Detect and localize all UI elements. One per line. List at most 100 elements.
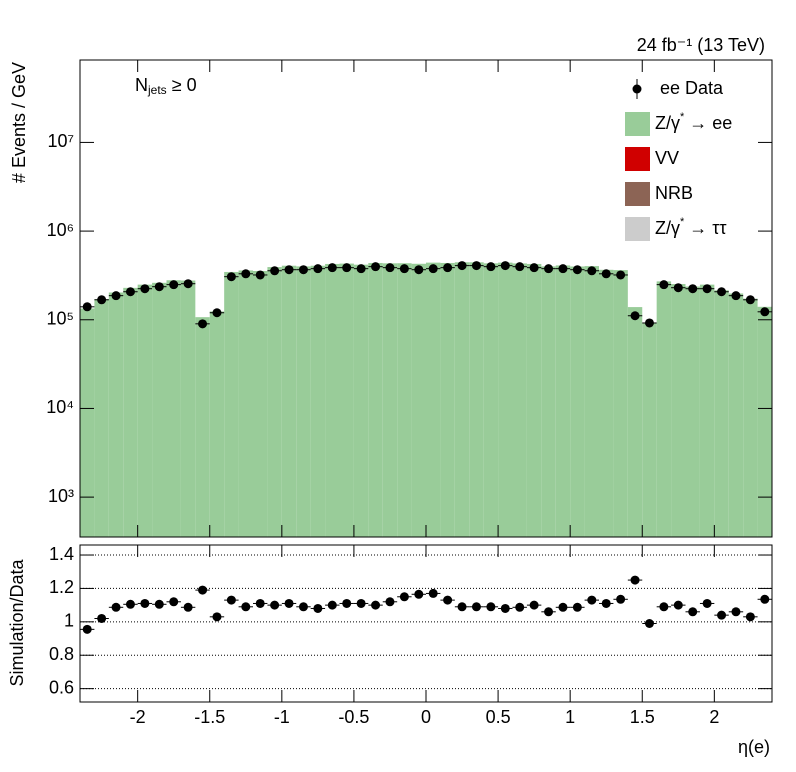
data-point [414,589,424,599]
data-point [587,266,597,276]
data-point [313,603,323,613]
data-point [515,262,525,272]
lumi-label: 24 fb⁻¹ (13 TeV) [637,35,765,55]
legend-label: NRB [655,183,693,203]
histogram-bar [757,306,772,537]
histogram-bar [512,263,527,537]
x-tick-label: 1 [565,707,575,727]
histogram-bar [584,266,599,537]
data-point [558,602,568,612]
data-point [82,302,92,312]
histogram-bar [498,262,513,537]
data-point [255,598,265,608]
x-tick-label: -0.5 [338,707,369,727]
data-point [673,283,683,293]
histogram-bar [613,270,628,537]
data-point [644,619,654,628]
data-point [255,270,265,280]
data-point [630,575,640,585]
data-point [414,265,424,275]
histogram-bar [397,263,412,537]
data-point [399,592,409,602]
data-point [298,602,308,612]
histogram-bar [627,307,643,537]
data-point [226,595,236,605]
data-point [125,599,135,609]
y-tick-label: 10³ [48,486,74,506]
data-point [198,585,208,595]
data-point [313,264,323,274]
data-point [457,602,467,612]
data-point [702,598,712,608]
histogram-bar [454,262,470,537]
histogram-bar [728,293,744,537]
histogram-bar [426,262,441,537]
y-axis-title: Simulation/Data [7,558,27,686]
histogram-bar [209,311,225,537]
x-tick-label: -2 [130,707,146,727]
data-point [688,607,698,617]
annotation: Njets ≥ 0 [135,75,197,97]
data-point [125,287,135,297]
histogram-bar [714,290,729,537]
x-axis-title: η(e) [738,737,770,757]
data-point [457,261,467,271]
histogram-bar [108,292,124,537]
y-tick-label: 1 [64,611,74,631]
data-point [385,263,395,273]
data-point [544,607,554,617]
data-point [486,602,496,612]
data-point [428,588,438,598]
x-tick-label: -1.5 [194,707,225,727]
data-point [399,264,409,274]
histogram-bar [166,280,181,537]
x-tick-label: 2 [709,707,719,727]
data-point [471,602,481,612]
data-point [673,600,683,610]
histogram-bar [325,263,340,537]
histogram-bar [555,265,571,537]
data-point [745,612,755,622]
data-point [529,600,539,610]
data-point [500,603,510,613]
x-tick-label: -1 [274,707,290,727]
data-point [169,597,179,607]
data-point [515,602,525,612]
data-point [529,263,539,273]
histogram-bar [267,267,282,537]
data-point [486,262,496,272]
x-tick-label: 0 [421,707,431,727]
legend-label: ee Data [660,78,724,98]
y-axis-title: # Events / GeV [9,62,29,183]
frame [79,544,773,703]
histogram-bar [599,269,614,537]
histogram-bar [137,284,153,537]
data-point [284,265,294,275]
data-point [198,319,208,329]
data-point [644,318,654,328]
data-point [284,598,294,608]
data-point [298,265,308,275]
histogram-bar [180,280,196,537]
histogram-bar [339,263,354,537]
histogram-bar [224,271,239,537]
data-point [327,263,337,273]
data-point [760,307,770,317]
legend-label: Z/γ* → ee [655,111,732,133]
histogram-bar [296,266,311,537]
data-point [616,594,626,604]
data-point [154,282,164,292]
data-point [342,263,352,273]
histogram-bar [671,284,686,537]
data-point [226,272,236,282]
histogram-bar [699,284,715,537]
data-point [443,595,453,605]
data-point [111,291,121,301]
histogram-bar [94,299,109,537]
x-tick-label: 1.5 [630,707,655,727]
histogram-bar [642,323,657,537]
data-point [140,284,150,294]
data-point [616,270,626,280]
data-point [558,264,568,274]
